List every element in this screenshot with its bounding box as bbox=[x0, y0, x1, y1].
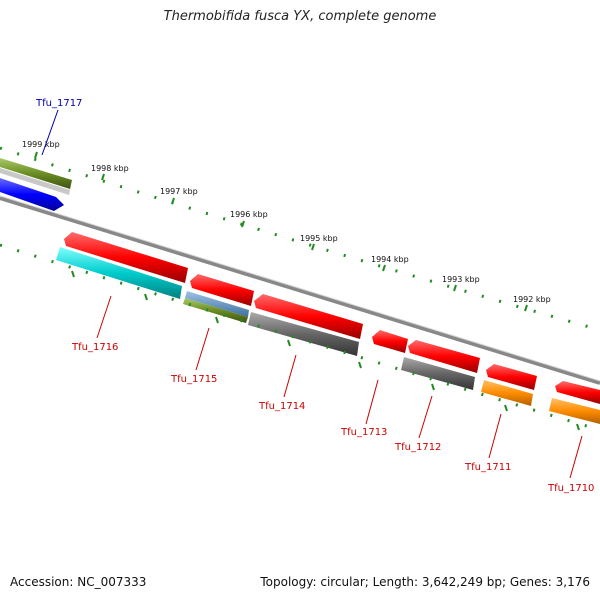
inner-tick bbox=[144, 293, 148, 301]
kbp-major-ticks bbox=[34, 151, 528, 312]
leader-tfu1716 bbox=[96, 295, 112, 339]
kbp-tick bbox=[524, 304, 528, 312]
kbp-label: 1992 kbp bbox=[513, 295, 551, 304]
leader-tfu1712 bbox=[418, 395, 433, 439]
kbp-label: 1995 kbp bbox=[300, 234, 338, 243]
kbp-tick bbox=[34, 151, 38, 159]
gene-label-tfu1715: Tfu_1715 bbox=[170, 374, 217, 385]
cds-tfu1712 bbox=[408, 340, 480, 373]
gene-label-tfu1713: Tfu_1713 bbox=[340, 427, 387, 438]
leader-tfu1710 bbox=[569, 435, 583, 479]
cds-tfu1715 bbox=[190, 274, 254, 306]
inner-tick bbox=[504, 404, 508, 412]
inner-tick bbox=[358, 361, 362, 369]
feature-gray-light-forward bbox=[0, 168, 70, 195]
gene-label-tfu1716: Tfu_1716 bbox=[71, 342, 118, 353]
leader-tfu1714 bbox=[283, 354, 297, 398]
cds-tfu1711 bbox=[486, 364, 537, 390]
inner-tick bbox=[215, 316, 219, 324]
kbp-tick bbox=[101, 173, 105, 181]
inner-tick bbox=[431, 383, 435, 391]
leader-tfu1715 bbox=[195, 327, 210, 371]
leader-tfu1713 bbox=[365, 379, 379, 425]
kbp-tick bbox=[171, 197, 175, 205]
kbp-label: 1997 kbp bbox=[160, 187, 198, 196]
inner-tick bbox=[71, 270, 75, 278]
feature-cyan-tfu1716 bbox=[56, 247, 182, 299]
kbp-label: 1994 kbp bbox=[371, 255, 409, 264]
feature-green-forward bbox=[0, 158, 72, 189]
inner-major-ticks bbox=[71, 270, 580, 431]
leader-tfu1711 bbox=[488, 413, 502, 459]
cds-tfu1714 bbox=[254, 294, 363, 339]
gene-label-tfu1714: Tfu_1714 bbox=[258, 401, 305, 412]
feature-green-tfu1715 bbox=[183, 298, 248, 323]
kbp-label: 1993 kbp bbox=[442, 275, 480, 284]
kbp-tick bbox=[453, 284, 457, 292]
gene-label-tfu1712: Tfu_1712 bbox=[394, 442, 441, 453]
gene-label-tfu1717: Tfu_1717 bbox=[35, 98, 82, 109]
cds-tfu1716 bbox=[64, 232, 188, 283]
cds-tfu1710 bbox=[555, 381, 600, 404]
kbp-label: 1998 kbp bbox=[91, 164, 129, 173]
inner-tick bbox=[287, 339, 291, 347]
kbp-label: 1999 kbp bbox=[22, 140, 60, 149]
genome-backbone-highlight bbox=[0, 195, 600, 382]
feature-steel-tfu1715 bbox=[185, 291, 249, 317]
cds-tfu1713 bbox=[372, 330, 408, 353]
kbp-tick bbox=[382, 264, 386, 272]
feature-orange-tfu1711 bbox=[481, 380, 533, 406]
leader-tfu1717 bbox=[41, 109, 59, 156]
feature-blue-tfu1717 bbox=[0, 178, 64, 211]
kbp-tick bbox=[311, 243, 315, 251]
feature-orange-tfu1710 bbox=[549, 398, 600, 424]
feature-gray-tfu1712 bbox=[401, 357, 475, 390]
genome-stats-text: Topology: circular; Length: 3,642,249 bp… bbox=[260, 575, 590, 589]
gene-label-tfu1710: Tfu_1710 bbox=[547, 483, 594, 494]
kbp-label: 1996 kbp bbox=[230, 210, 268, 219]
accession-text: Accession: NC_007333 bbox=[10, 575, 147, 589]
genome-backbone bbox=[0, 196, 600, 385]
inner-tick bbox=[576, 423, 580, 431]
map-title: Thermobifida fusca YX, complete genome bbox=[163, 9, 437, 24]
kbp-tick bbox=[241, 220, 245, 228]
feature-gray-tfu1714 bbox=[248, 312, 359, 356]
gene-label-tfu1711: Tfu_1711 bbox=[464, 462, 511, 473]
